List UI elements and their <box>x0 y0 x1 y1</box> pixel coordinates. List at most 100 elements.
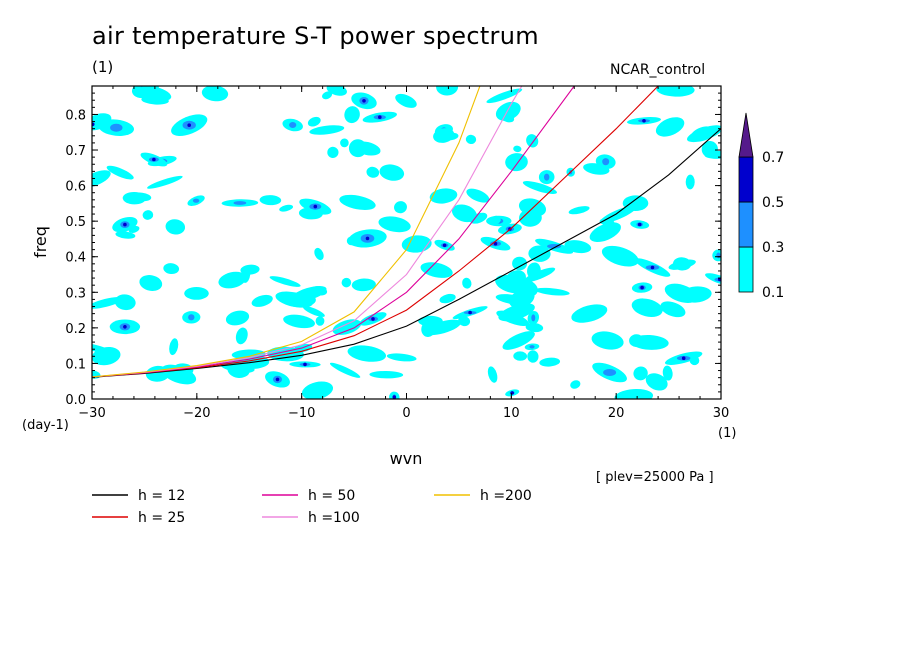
contour-patch <box>487 366 498 383</box>
contour-patch <box>527 262 541 279</box>
colorbar-segment <box>738 246 754 293</box>
dataset-label: NCAR_control <box>610 62 706 78</box>
contour-patch <box>386 353 417 362</box>
y-tick-label: 0.8 <box>65 108 86 123</box>
contour-patch-mid <box>110 123 123 132</box>
contour-patch-mid <box>188 314 195 321</box>
contour-patch <box>662 365 673 381</box>
contour-patch <box>165 219 186 235</box>
contour-patch-high <box>378 115 382 119</box>
contour-patch <box>512 256 528 271</box>
contour-patch <box>528 245 551 262</box>
contour-patch-high <box>92 122 95 127</box>
contour-patch-high <box>392 395 397 399</box>
contour-patch <box>668 259 696 270</box>
contour-patch <box>689 355 700 366</box>
contour-patch <box>339 194 376 210</box>
colorbar: 0.1 0.3 0.5 0.7 <box>738 112 784 301</box>
contour-patch-high <box>637 222 642 227</box>
y-tick-label: 0.1 <box>65 357 86 372</box>
contour-patch-high <box>123 222 127 227</box>
y-tick-label: 0.7 <box>65 144 86 159</box>
contour-patch <box>513 145 522 153</box>
contour-patch-high <box>650 265 655 270</box>
contour-patch <box>401 235 432 253</box>
x-tick-label: −20 <box>183 406 210 421</box>
contour-patch-mid <box>289 122 297 128</box>
contour-patch <box>633 366 648 381</box>
contour-patch <box>169 338 179 356</box>
contour-patch <box>347 345 387 362</box>
contour-patch <box>251 294 273 307</box>
contour-patch <box>505 270 526 288</box>
contour-patch-high <box>718 277 721 282</box>
x-axis-label: wvn <box>390 449 423 468</box>
contour-patch <box>139 275 163 291</box>
contour-patch <box>601 245 639 267</box>
y-tick-label: 0.2 <box>65 322 86 337</box>
contour-patch <box>351 278 376 292</box>
contour-patch-high <box>362 99 366 103</box>
contour-patch <box>92 170 111 188</box>
x-tick-label: −10 <box>288 406 315 421</box>
contour-patch <box>664 283 698 303</box>
contour-patch-mid <box>192 198 200 203</box>
colorbar-label: 0.1 <box>762 285 784 301</box>
contour-patch <box>311 286 328 296</box>
contour-patch <box>525 322 544 333</box>
contour-patch <box>218 271 247 289</box>
contour-patch <box>309 125 345 135</box>
y-tick-label: 0.5 <box>65 215 86 230</box>
x-tick-label: −30 <box>78 406 105 421</box>
contour-patch-mid <box>233 201 247 205</box>
series-line <box>92 86 523 378</box>
contour-patch <box>283 314 316 329</box>
contour-patch-high <box>681 356 686 361</box>
contour-patch-high <box>303 362 307 367</box>
contour-patch <box>340 138 349 148</box>
contour-patch <box>495 101 521 121</box>
x-tick-label: 0 <box>402 406 410 421</box>
contour-patch-mid <box>547 244 562 249</box>
contour-patch-high <box>313 204 318 209</box>
contour-patch-high <box>442 243 447 248</box>
contour-patch <box>147 175 183 189</box>
contour-patch <box>420 262 453 278</box>
contour-patch <box>685 174 695 190</box>
contour-patch <box>327 146 339 158</box>
contour-patch-mid <box>602 158 610 166</box>
contour-patch <box>486 88 523 104</box>
contour-patch <box>519 208 542 227</box>
contour-patch <box>505 153 528 172</box>
pressure-label: [ plev=25000 Pa ] <box>596 470 714 485</box>
contour-patch <box>451 204 477 223</box>
contour-patch <box>395 93 417 108</box>
legend-label: h =100 <box>308 510 360 526</box>
contour-patch <box>322 91 333 100</box>
contour-patch <box>314 247 324 261</box>
contour-patch <box>429 188 458 204</box>
contour-patch <box>439 293 456 304</box>
contour-patch-high <box>468 310 472 315</box>
series-line <box>92 86 659 378</box>
contour-patch <box>583 163 610 175</box>
contour-patch <box>539 357 561 367</box>
contour-patch-high <box>275 377 280 382</box>
chart-title: air temperature S-T power spectrum <box>92 22 539 50</box>
contour-patch <box>589 222 621 243</box>
y-tick-label: 0.3 <box>65 286 86 301</box>
colorbar-label: 0.7 <box>762 150 784 166</box>
x-tick-label: 10 <box>503 406 520 421</box>
contour-patch <box>614 388 654 399</box>
contour-patch <box>341 277 352 288</box>
contour-patch <box>139 86 172 101</box>
legend-label: h =200 <box>480 488 532 504</box>
y-tick-label: 0.4 <box>65 251 86 266</box>
contour-patch <box>114 294 136 311</box>
contour-patch <box>378 216 411 233</box>
contour-patch <box>571 304 608 323</box>
contour-patch <box>465 134 477 145</box>
contour-patch <box>421 321 436 337</box>
contour-patch <box>92 346 121 366</box>
